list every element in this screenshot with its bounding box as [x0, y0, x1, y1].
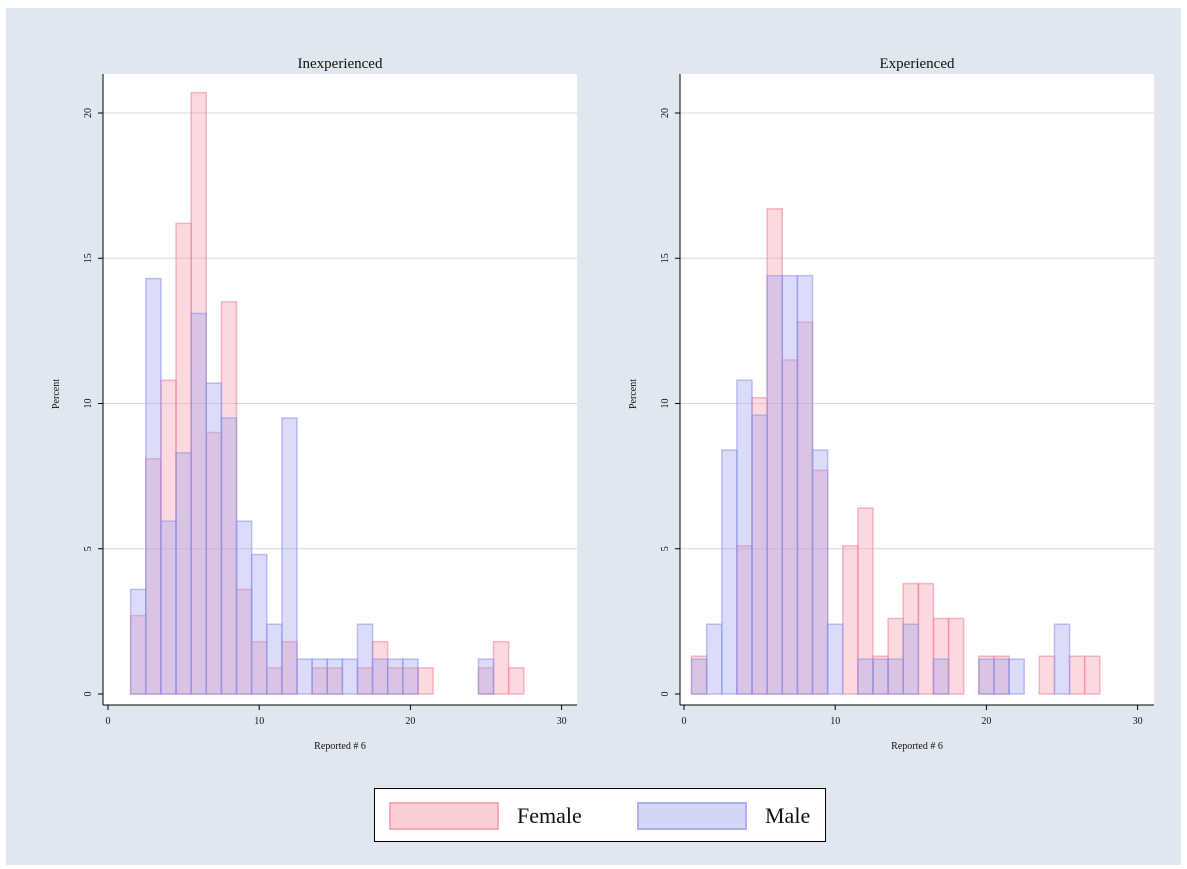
bar-male	[826, 623, 844, 695]
bar-male	[766, 274, 784, 695]
x-tick-label: 20	[981, 716, 991, 727]
x-tick-label: 10	[830, 716, 840, 727]
legend-item-male: Male	[637, 801, 810, 831]
bar-male	[341, 658, 359, 695]
legend-label-male: Male	[765, 803, 811, 828]
y-tick-label: 15	[660, 253, 671, 263]
plot-area	[103, 74, 577, 705]
panel-title: Experienced	[880, 56, 955, 72]
bar-female	[1083, 655, 1101, 695]
x-tick-label: 0	[106, 716, 111, 727]
bar-male	[1008, 658, 1025, 695]
bar-male	[857, 658, 874, 695]
bar-male	[175, 452, 192, 695]
bar-female	[917, 582, 935, 695]
bar-male	[796, 274, 814, 695]
legend-item-female: Female	[389, 801, 582, 831]
y-axis-label: Percent	[628, 379, 639, 409]
y-tick-label: 10	[660, 399, 671, 409]
bar-male	[932, 658, 950, 695]
y-tick-label: 15	[83, 253, 94, 263]
legend-label-female: Female	[517, 803, 582, 828]
bar-male	[145, 277, 162, 695]
bar-male	[902, 623, 920, 695]
legend-swatch-male	[637, 802, 747, 830]
bar-male	[281, 417, 298, 695]
bar-male	[781, 274, 799, 695]
bar-female	[417, 667, 434, 695]
bar-male	[160, 520, 177, 695]
bar-male	[887, 658, 904, 695]
bar-male	[690, 658, 708, 695]
bar-male	[402, 658, 419, 695]
y-tick-label: 5	[83, 546, 94, 551]
bar-male	[129, 588, 147, 695]
x-axis-label: Reported # 6	[891, 741, 943, 752]
legend-swatch-female	[389, 802, 499, 830]
y-tick-label: 10	[83, 399, 94, 409]
bar-male	[326, 658, 344, 695]
panel-title: Inexperienced	[298, 56, 383, 72]
bar-male	[311, 658, 328, 695]
bar-male	[477, 658, 495, 695]
bar-male	[296, 658, 313, 695]
x-tick-label: 20	[405, 716, 415, 727]
bar-female	[947, 617, 965, 695]
bar-male	[235, 520, 253, 695]
bar-male	[721, 449, 738, 695]
bar-male	[205, 382, 223, 695]
x-tick-label: 30	[1133, 716, 1143, 727]
bar-male	[250, 553, 268, 695]
bar-female	[842, 545, 859, 695]
figure-background: 0 5 10 15 20 0 10 20 30 Inexperienced Reported # 6…	[6, 8, 1181, 865]
bar-male	[266, 623, 283, 695]
bar-male	[811, 449, 829, 695]
bar-male	[220, 417, 238, 695]
y-axis-label: Percent	[51, 379, 62, 409]
x-axis-label: Reported # 6	[314, 741, 366, 752]
y-tick-label: 20	[660, 108, 671, 118]
y-tick-label: 20	[83, 108, 94, 118]
y-tick-label: 0	[83, 692, 94, 697]
bar-male	[872, 658, 889, 695]
bar-female	[492, 640, 510, 695]
plot-area	[680, 74, 1154, 705]
bar-male	[751, 414, 768, 695]
bar-male	[386, 658, 404, 695]
bar-female	[507, 667, 525, 695]
bar-male	[1053, 623, 1071, 695]
bar-female	[1038, 655, 1056, 695]
y-tick-label: 0	[660, 692, 671, 697]
legend: Female Male	[374, 788, 826, 842]
bar-male	[356, 623, 374, 695]
y-tick-label: 5	[660, 546, 671, 551]
x-tick-label: 30	[557, 716, 567, 727]
bar-male	[190, 312, 208, 695]
x-tick-label: 0	[682, 716, 687, 727]
bar-female	[1068, 655, 1086, 695]
charts-canvas: 0 5 10 15 20 0 10 20 30 Inexperienced Reported # 6…	[51, 56, 1154, 752]
bar-male	[705, 623, 723, 695]
bar-male	[978, 658, 995, 695]
bar-male	[736, 379, 753, 695]
bar-male	[993, 658, 1010, 695]
x-tick-label: 10	[254, 716, 264, 727]
bar-male	[371, 658, 389, 695]
